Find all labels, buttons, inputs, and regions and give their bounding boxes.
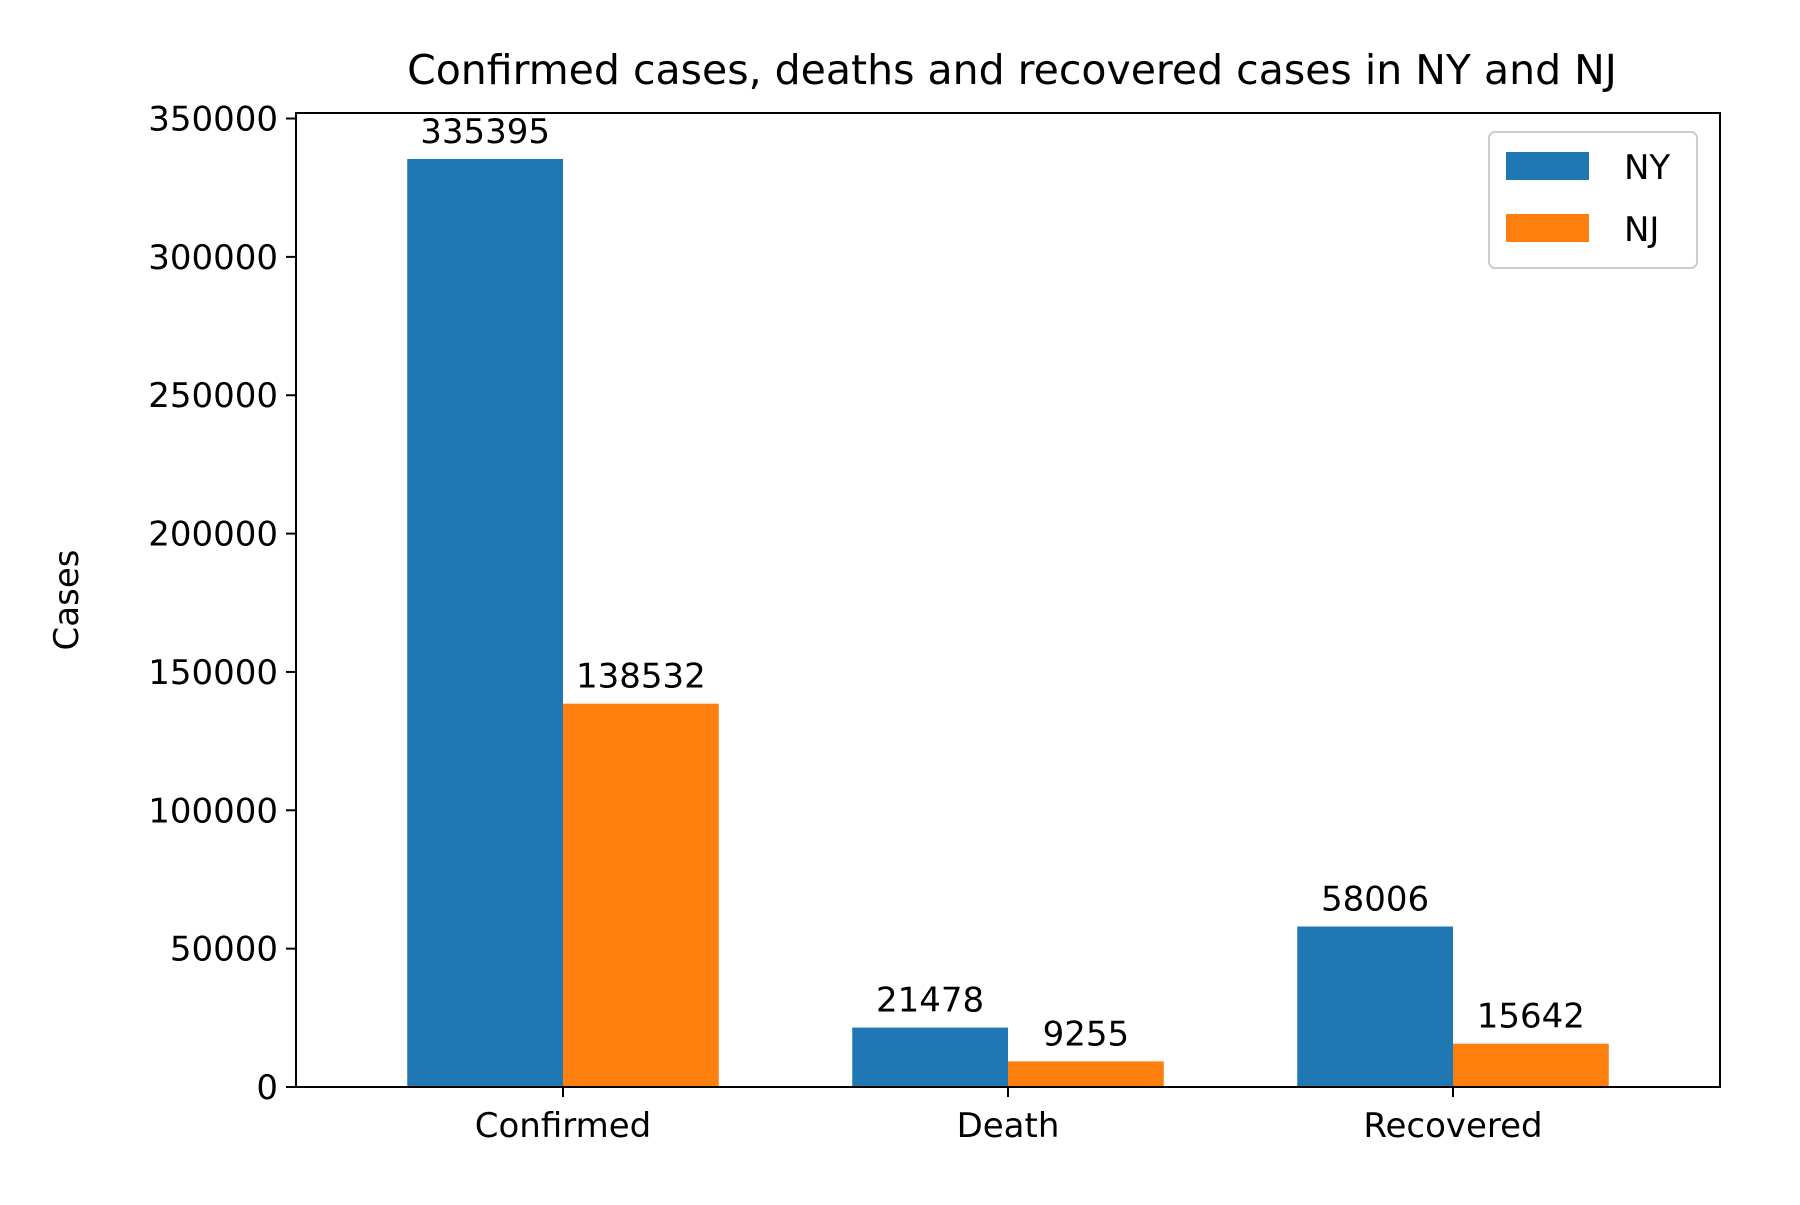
chart-title: Confirmed cases, deaths and recovered ca… [407,46,1617,94]
bar-ny-confirmed [407,158,563,1088]
axis-ticks: 0 50000 100000 150000 200000 250000 300000 3500… [148,100,1542,1146]
bars [407,158,1609,1088]
legend-swatch-ny [1506,152,1589,180]
bar-value-label: 335395 [420,112,550,152]
bar-nj-confirmed [563,703,719,1087]
bar-value-label: 15642 [1477,997,1585,1037]
legend-label-ny: NY [1624,148,1670,188]
x-tick-label: Recovered [1363,1106,1542,1146]
bar-value-label: 9255 [1043,1014,1130,1054]
legend: NY NJ [1488,131,1698,269]
y-tick-label: 200000 [148,515,278,555]
y-tick-label: 250000 [148,376,278,416]
bar-value-labels: 335395 138532 21478 9255 58006 15642 [420,112,1585,1054]
y-tick-label: 100000 [148,791,278,831]
y-axis-label: Cases [47,550,87,651]
y-tick-label: 150000 [148,653,278,693]
y-tick-label: 50000 [170,930,278,970]
legend-swatch-nj [1506,214,1589,242]
y-tick-label: 0 [256,1068,278,1108]
x-tick-label: Death [957,1106,1060,1146]
x-tick-label: Confirmed [475,1106,652,1146]
y-tick-label: 350000 [148,100,278,140]
bar-value-label: 58006 [1321,879,1429,919]
bar-value-label: 21478 [876,981,984,1021]
bar-nj-death [1008,1061,1164,1087]
bar-ny-death [852,1027,1008,1087]
y-tick-label: 300000 [148,238,278,278]
bar-ny-recovered [1297,926,1453,1087]
legend-label-nj: NJ [1624,210,1659,250]
plot-frame [295,112,1721,1088]
bar-value-label: 138532 [576,657,706,697]
bar-nj-recovered [1453,1043,1609,1087]
